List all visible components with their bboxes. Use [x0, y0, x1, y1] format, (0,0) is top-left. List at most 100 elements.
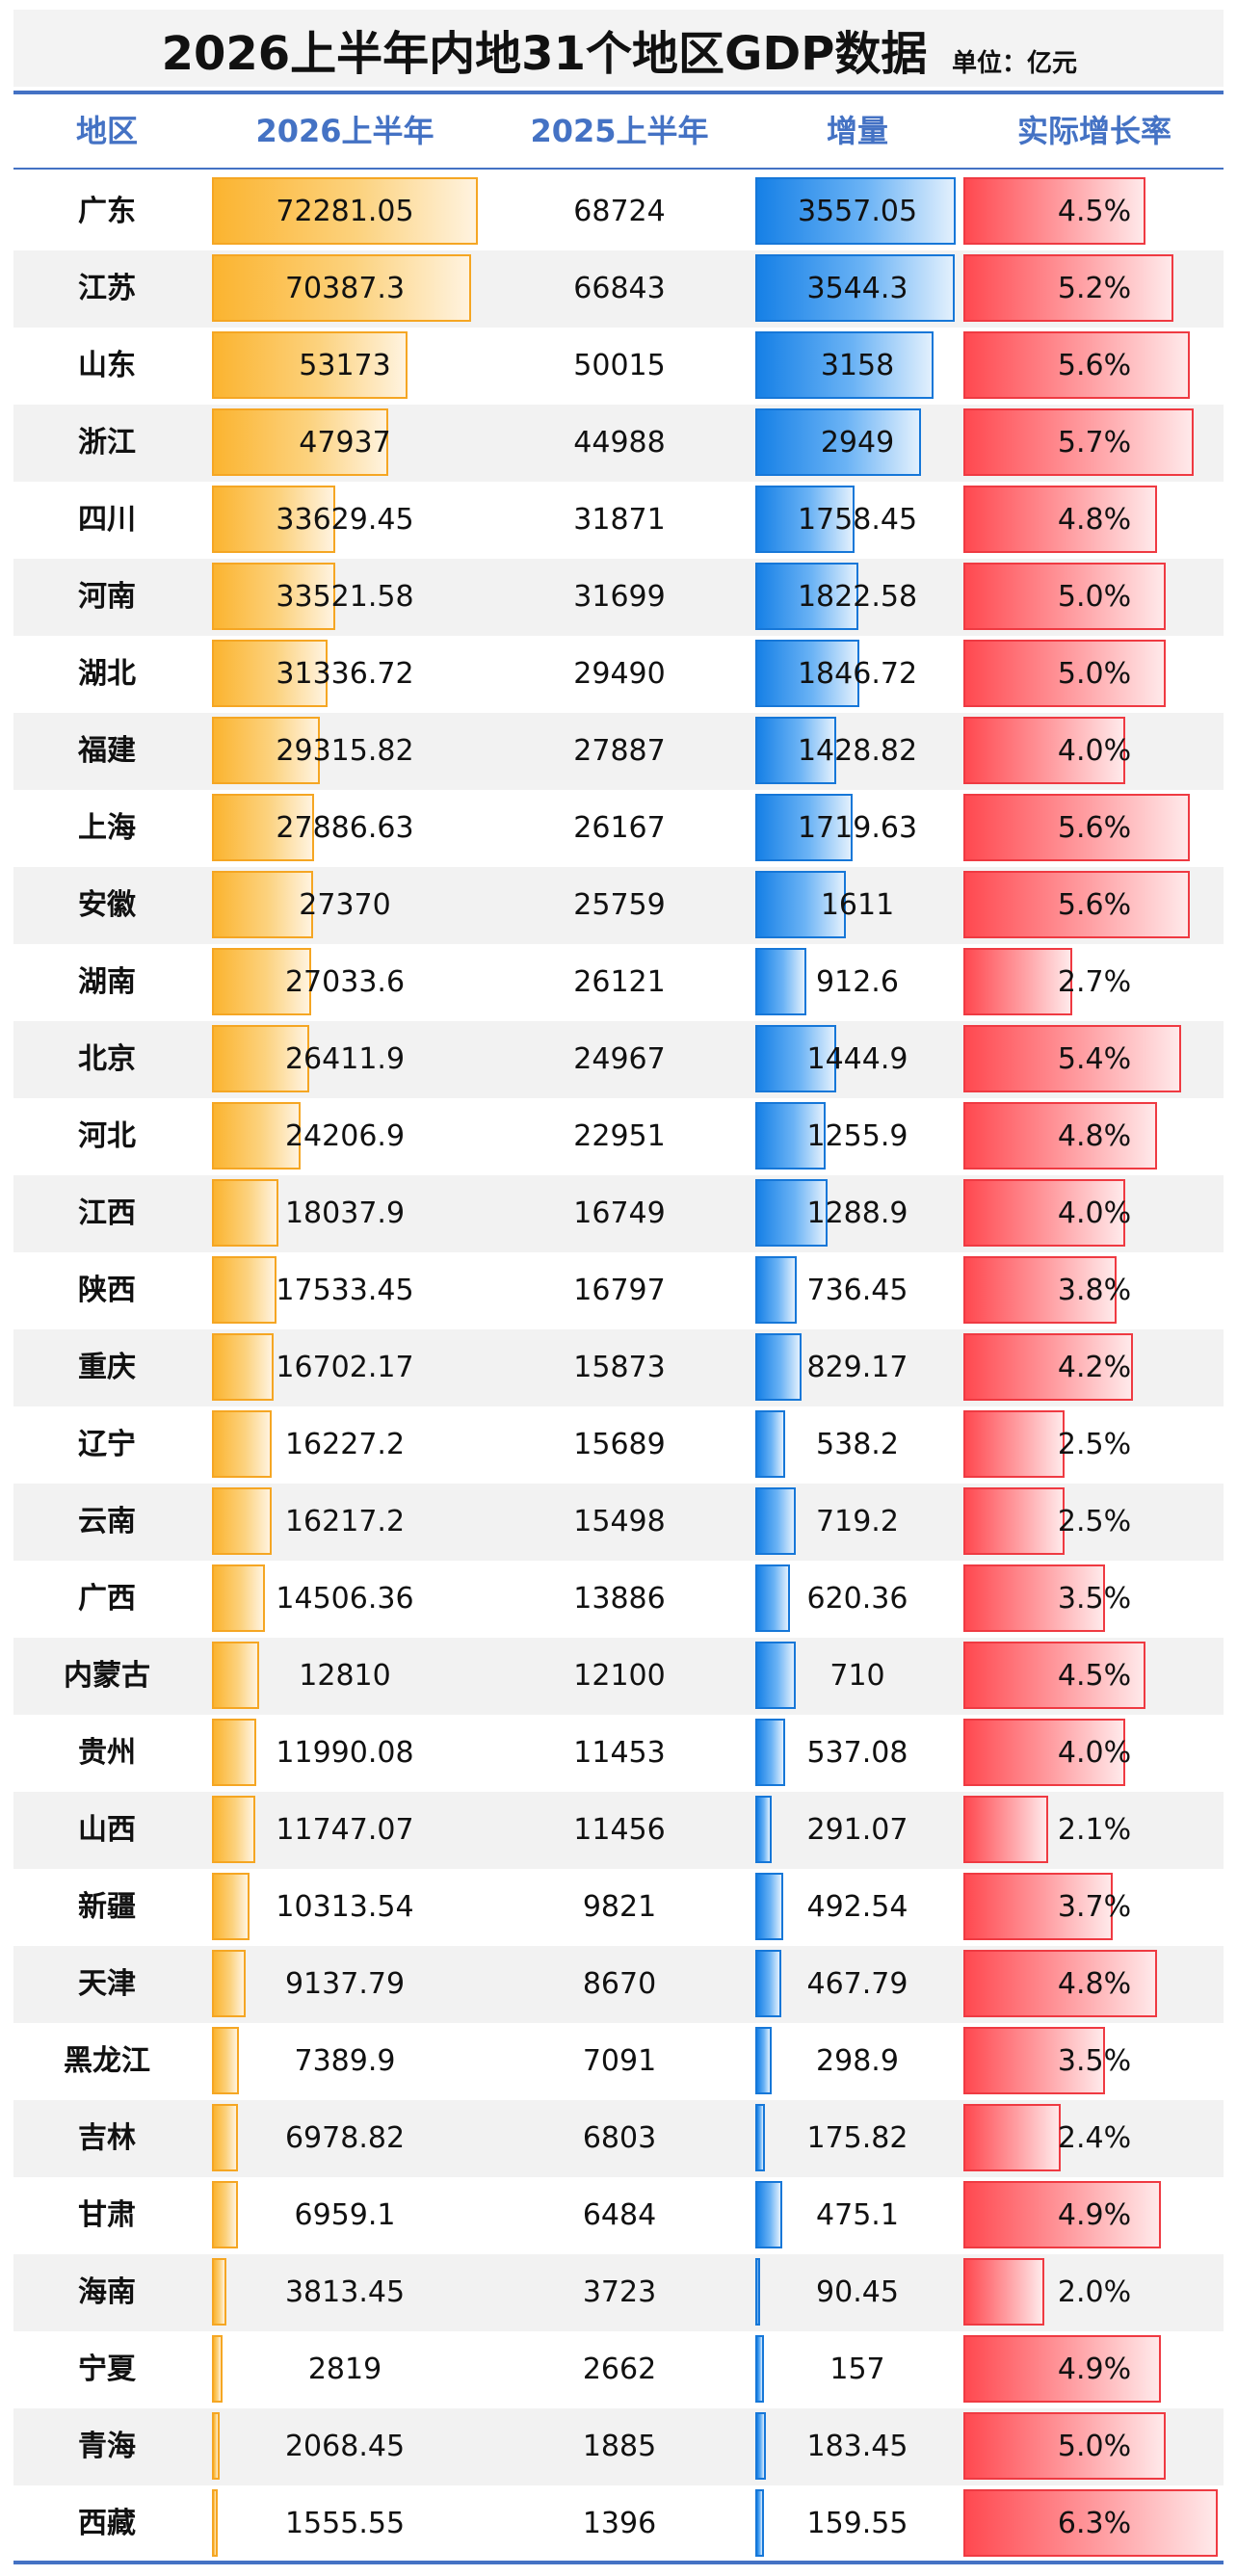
- table-row: 江苏 70387.3 66843 3544.3 5.2%: [13, 250, 1224, 328]
- growth-rate-bar: [963, 1256, 1118, 1324]
- increment-bar: [755, 1487, 797, 1555]
- table-row: 山东 53173 50015 3158 5.6%: [13, 328, 1224, 405]
- increment-value: 537.08: [806, 1736, 908, 1770]
- gdp-2025-value: 24967: [573, 1042, 666, 1076]
- table-row: 湖北 31336.72 29490 1846.72 5.0%: [13, 636, 1224, 713]
- gdp-2026-bar: [212, 1333, 274, 1401]
- region-cell: 新疆: [78, 1890, 136, 1924]
- growth-rate-value: 4.0%: [1057, 734, 1132, 768]
- growth-rate-bar: [963, 563, 1166, 630]
- table-row: 天津 9137.79 8670 467.79 4.8%: [13, 1946, 1224, 2023]
- gdp-2026-bar: [212, 1642, 259, 1709]
- increment-bar: [755, 1256, 798, 1324]
- gdp-2025-value: 50015: [573, 349, 666, 382]
- chart-title: 2026上半年内地31个地区GDP数据: [161, 27, 928, 81]
- growth-rate-value: 2.0%: [1057, 2275, 1132, 2309]
- growth-rate-bar: [963, 2027, 1105, 2094]
- increment-bar: [755, 1719, 786, 1786]
- growth-rate-bar: [963, 871, 1190, 938]
- region-cell: 内蒙古: [64, 1659, 150, 1693]
- growth-rate-value: 4.2%: [1057, 1351, 1132, 1384]
- region-cell: 江苏: [78, 272, 136, 305]
- growth-rate-bar: [963, 408, 1194, 476]
- gdp-2025-value: 31871: [573, 503, 666, 537]
- growth-rate-value: 2.4%: [1057, 2121, 1132, 2155]
- growth-rate-value: 4.8%: [1057, 1967, 1132, 2001]
- growth-rate-value: 3.5%: [1057, 2044, 1132, 2078]
- gdp-2025-value: 22951: [573, 1119, 666, 1153]
- unit-label: 单位：亿元: [952, 49, 1078, 78]
- table-row: 北京 26411.9 24967 1444.9 5.4%: [13, 1021, 1224, 1098]
- growth-rate-bar: [963, 1333, 1133, 1401]
- increment-bar: [755, 331, 934, 399]
- table-row: 黑龙江 7389.9 7091 298.9 3.5%: [13, 2023, 1224, 2100]
- gdp-2026-bar: [212, 1487, 272, 1555]
- growth-rate-value: 2.7%: [1057, 965, 1132, 999]
- increment-bar: [755, 2489, 765, 2557]
- gdp-2026-value: 47937: [299, 426, 391, 460]
- growth-rate-value: 4.5%: [1057, 195, 1132, 228]
- gdp-2025-value: 2662: [582, 2353, 657, 2386]
- gdp-2025-value: 13886: [573, 1582, 666, 1616]
- growth-rate-bar: [963, 254, 1173, 322]
- table-row: 辽宁 16227.2 15689 538.2 2.5%: [13, 1406, 1224, 1484]
- region-cell: 海南: [78, 2275, 136, 2309]
- increment-value: 912.6: [816, 965, 899, 999]
- gdp-2026-bar: [212, 2027, 240, 2094]
- gdp-2025-value: 27887: [573, 734, 666, 768]
- header-region: 地区: [75, 113, 138, 149]
- gdp-2025-value: 1396: [582, 2507, 657, 2540]
- growth-rate-bar: [963, 1719, 1125, 1786]
- gdp-2025-value: 3723: [582, 2275, 657, 2309]
- gdp-2026-value: 16217.2: [284, 1505, 406, 1538]
- growth-rate-bar: [963, 177, 1145, 245]
- gdp-2026-value: 72281.05: [276, 195, 414, 228]
- title-band: [13, 10, 1224, 87]
- gdp-2026-bar: [212, 1256, 276, 1324]
- increment-bar: [755, 1564, 791, 1632]
- gdp-2025-value: 11456: [573, 1813, 666, 1847]
- region-cell: 福建: [78, 734, 136, 768]
- gdp-2026-bar: [212, 408, 389, 476]
- gdp-2026-bar: [212, 1025, 309, 1092]
- gdp-2026-value: 1555.55: [284, 2507, 406, 2540]
- table-row: 海南 3813.45 3723 90.45 2.0%: [13, 2254, 1224, 2331]
- increment-value: 3557.05: [797, 195, 918, 228]
- gdp-2026-bar: [212, 640, 328, 707]
- increment-bar: [755, 717, 836, 784]
- increment-bar: [755, 2335, 765, 2403]
- header-gdp-2026: 2026上半年: [255, 113, 434, 149]
- growth-rate-value: 2.5%: [1057, 1428, 1132, 1461]
- gdp-2025-value: 15498: [573, 1505, 666, 1538]
- growth-rate-value: 4.8%: [1057, 1119, 1132, 1153]
- table-row: 陕西 17533.45 16797 736.45 3.8%: [13, 1252, 1224, 1329]
- increment-bar: [755, 871, 847, 938]
- table-row: 广东 72281.05 68724 3557.05 4.5%: [13, 173, 1224, 250]
- table-row: 内蒙古 12810 12100 710 4.5%: [13, 1638, 1224, 1715]
- gdp-2026-value: 18037.9: [284, 1196, 406, 1230]
- gdp-2026-bar: [212, 871, 313, 938]
- table-row: 宁夏 2819 2662 157 4.9%: [13, 2331, 1224, 2408]
- growth-rate-value: 5.6%: [1057, 888, 1132, 922]
- growth-rate-value: 2.5%: [1057, 1505, 1132, 1538]
- gdp-2025-value: 66843: [573, 272, 666, 305]
- gdp-2025-value: 7091: [582, 2044, 657, 2078]
- region-cell: 天津: [78, 1967, 136, 2001]
- region-cell: 甘肃: [78, 2198, 136, 2232]
- gdp-2026-bar: [212, 1102, 302, 1170]
- region-cell: 江西: [78, 1196, 136, 1230]
- gdp-2026-bar: [212, 563, 335, 630]
- table-row: 河南 33521.58 31699 1822.58 5.0%: [13, 559, 1224, 636]
- gdp-2025-value: 16749: [573, 1196, 666, 1230]
- growth-rate-bar: [963, 1487, 1065, 1555]
- increment-value: 1846.72: [797, 657, 918, 691]
- increment-bar: [755, 1102, 827, 1170]
- table-row: 江西 18037.9 16749 1288.9 4.0%: [13, 1175, 1224, 1252]
- increment-value: 829.17: [806, 1351, 908, 1384]
- region-cell: 广东: [78, 195, 136, 228]
- table-row: 云南 16217.2 15498 719.2 2.5%: [13, 1484, 1224, 1561]
- table-row: 贵州 11990.08 11453 537.08 4.0%: [13, 1715, 1224, 1792]
- gdp-2026-bar: [212, 1719, 256, 1786]
- increment-bar: [755, 2027, 773, 2094]
